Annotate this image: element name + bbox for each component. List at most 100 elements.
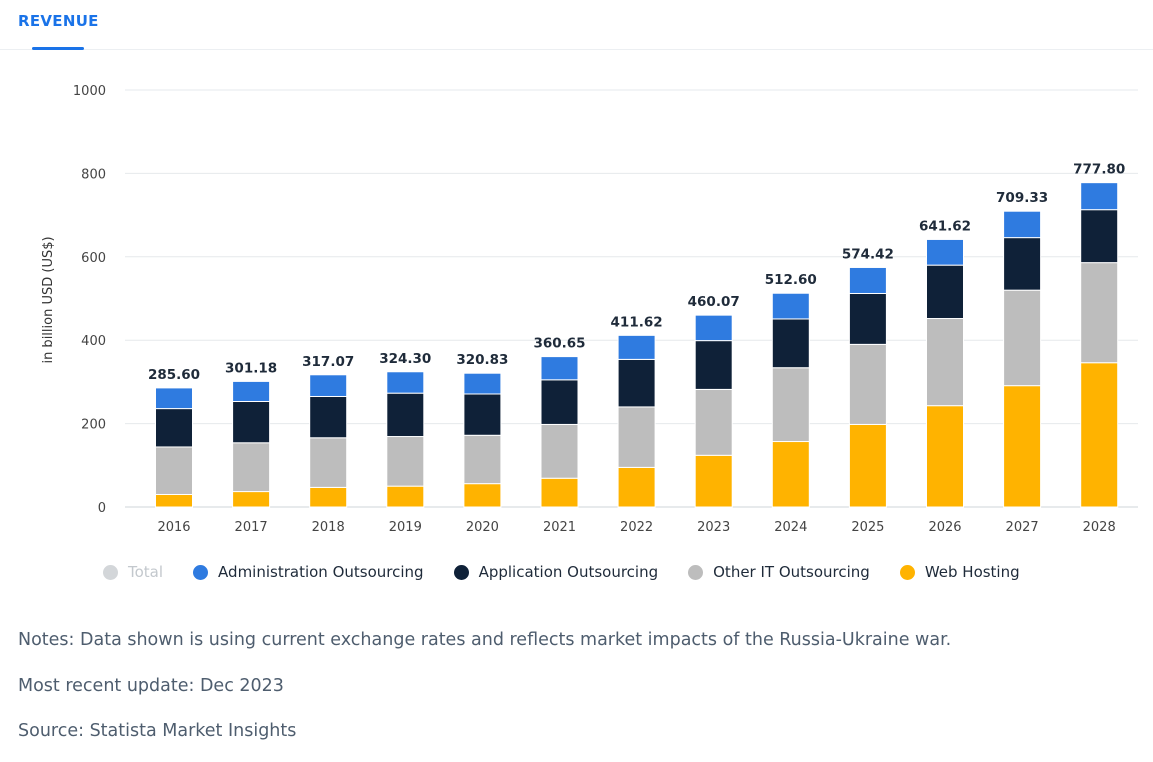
bar-segment-application-outsourcing[interactable] [540,379,579,425]
total-label: 460.07 [688,294,740,310]
total-label: 360.65 [533,336,585,352]
legend-dot-icon [453,564,469,580]
bar-segment-application-outsourcing[interactable] [848,292,887,345]
legend-item-web-hosting[interactable]: Web Hosting [899,563,1020,581]
legend-label: Total [128,563,164,581]
tab-bar: REVENUE [0,0,1153,50]
bar-segment-administration-outsourcing[interactable] [232,380,271,402]
bar-segment-other-it-outsourcing[interactable] [694,388,733,456]
bar-segment-other-it-outsourcing[interactable] [386,436,425,487]
bar-segment-web-hosting[interactable] [155,493,193,508]
x-tick-label: 2018 [312,520,345,535]
tab-revenue[interactable]: REVENUE [18,12,99,30]
bar-segment-application-outsourcing[interactable] [926,264,964,320]
bar-segment-web-hosting[interactable] [463,483,502,508]
y-tick-label: 400 [81,334,106,349]
bar-segment-other-it-outsourcing[interactable] [1003,289,1042,387]
bar-segment-other-it-outsourcing[interactable] [309,437,348,488]
bar-segment-other-it-outsourcing[interactable] [155,446,193,495]
bar-segment-other-it-outsourcing[interactable] [771,367,810,443]
x-tick-label: 2027 [1006,520,1039,535]
bar-segment-application-outsourcing[interactable] [617,358,656,408]
bar-segment-web-hosting[interactable] [232,491,271,508]
total-label: 512.60 [765,272,817,288]
total-label: 324.30 [379,351,431,367]
bar-segment-administration-outsourcing[interactable] [463,372,502,395]
bar-segment-other-it-outsourcing[interactable] [848,343,887,425]
legend-item-administration-outsourcing[interactable]: Administration Outsourcing [193,563,424,581]
x-tick-label: 2025 [851,520,884,535]
bar-segment-application-outsourcing[interactable] [155,408,193,448]
bar-segment-application-outsourcing[interactable] [694,340,733,390]
total-label: 320.83 [456,352,508,368]
bar-segment-other-it-outsourcing[interactable] [232,442,271,493]
bar-segment-other-it-outsourcing[interactable] [926,318,964,407]
bar-segment-other-it-outsourcing[interactable] [617,406,656,468]
bar-segment-application-outsourcing[interactable] [386,392,425,438]
bar-segment-other-it-outsourcing[interactable] [1080,262,1119,364]
bar-segment-web-hosting[interactable] [848,423,887,508]
bar-segment-administration-outsourcing[interactable] [309,374,348,397]
bar-segment-administration-outsourcing[interactable] [926,238,964,266]
bar-segment-administration-outsourcing[interactable] [386,371,425,394]
legend: Total Administration Outsourcing Applicati… [103,560,1050,584]
legend-dot-icon [103,564,118,580]
x-tick-label: 2016 [157,520,190,535]
y-tick-label: 0 [98,501,106,516]
bar-segment-web-hosting[interactable] [1003,385,1042,508]
y-tick-label: 600 [81,251,106,266]
total-label: 574.42 [842,246,894,262]
bar-segment-web-hosting[interactable] [386,485,425,508]
legend-item-application-outsourcing[interactable]: Application Outsourcing [453,563,659,581]
bar-segment-administration-outsourcing[interactable] [1003,210,1042,239]
x-tick-label: 2024 [774,520,807,535]
x-tick-label: 2023 [697,520,730,535]
bar-segment-other-it-outsourcing[interactable] [540,423,579,479]
bar-segment-application-outsourcing[interactable] [463,393,502,436]
x-tick-label: 2026 [928,520,961,535]
source-text: Source: Statista Market Insights [18,721,297,741]
bar-segment-web-hosting[interactable] [309,486,348,508]
legend-label: Application Outsourcing [478,563,659,581]
legend-label: Administration Outsourcing [218,563,424,581]
x-tick-label: 2021 [543,520,576,535]
legend-dot-icon [193,564,209,580]
bar-segment-application-outsourcing[interactable] [771,318,810,369]
bar-segment-web-hosting[interactable] [540,477,579,508]
update-text: Most recent update: Dec 2023 [18,676,284,696]
bar-segment-administration-outsourcing[interactable] [771,292,810,320]
bar-segment-application-outsourcing[interactable] [232,400,271,444]
bar-segment-administration-outsourcing[interactable] [1080,182,1119,211]
bar-segment-administration-outsourcing[interactable] [617,334,656,360]
y-axis-title: in billion USD (US$) [41,236,56,363]
x-tick-label: 2020 [466,520,499,535]
total-label: 411.62 [611,314,663,330]
y-tick-label: 200 [81,418,106,433]
legend-item-total[interactable]: Total [103,563,163,581]
active-tab-indicator [32,47,84,50]
x-tick-label: 2028 [1083,520,1116,535]
legend-dot-icon [688,564,704,580]
bar-segment-administration-outsourcing[interactable] [694,314,733,342]
bar-segment-web-hosting[interactable] [617,466,656,508]
legend-dot-icon [899,564,915,580]
bar-segment-web-hosting[interactable] [926,405,964,508]
x-tick-label: 2019 [389,520,422,535]
total-label: 301.18 [225,360,277,376]
bar-segment-application-outsourcing[interactable] [309,395,348,439]
bar-segment-web-hosting[interactable] [694,454,733,508]
total-label: 709.33 [996,190,1048,206]
bar-segment-application-outsourcing[interactable] [1003,237,1042,291]
bar-segment-administration-outsourcing[interactable] [540,356,579,381]
bar-segment-other-it-outsourcing[interactable] [463,434,502,485]
legend-label: Other IT Outsourcing [713,563,870,581]
bar-segment-administration-outsourcing[interactable] [848,266,887,294]
bar-segment-web-hosting[interactable] [1080,362,1119,508]
bar-segment-administration-outsourcing[interactable] [155,387,193,410]
legend-label: Web Hosting [924,563,1020,581]
total-label: 641.62 [919,218,971,234]
legend-item-other-it-outsourcing[interactable]: Other IT Outsourcing [688,563,870,581]
bar-segment-web-hosting[interactable] [771,441,810,508]
bar-segment-application-outsourcing[interactable] [1080,209,1119,264]
total-label: 777.80 [1073,162,1125,178]
